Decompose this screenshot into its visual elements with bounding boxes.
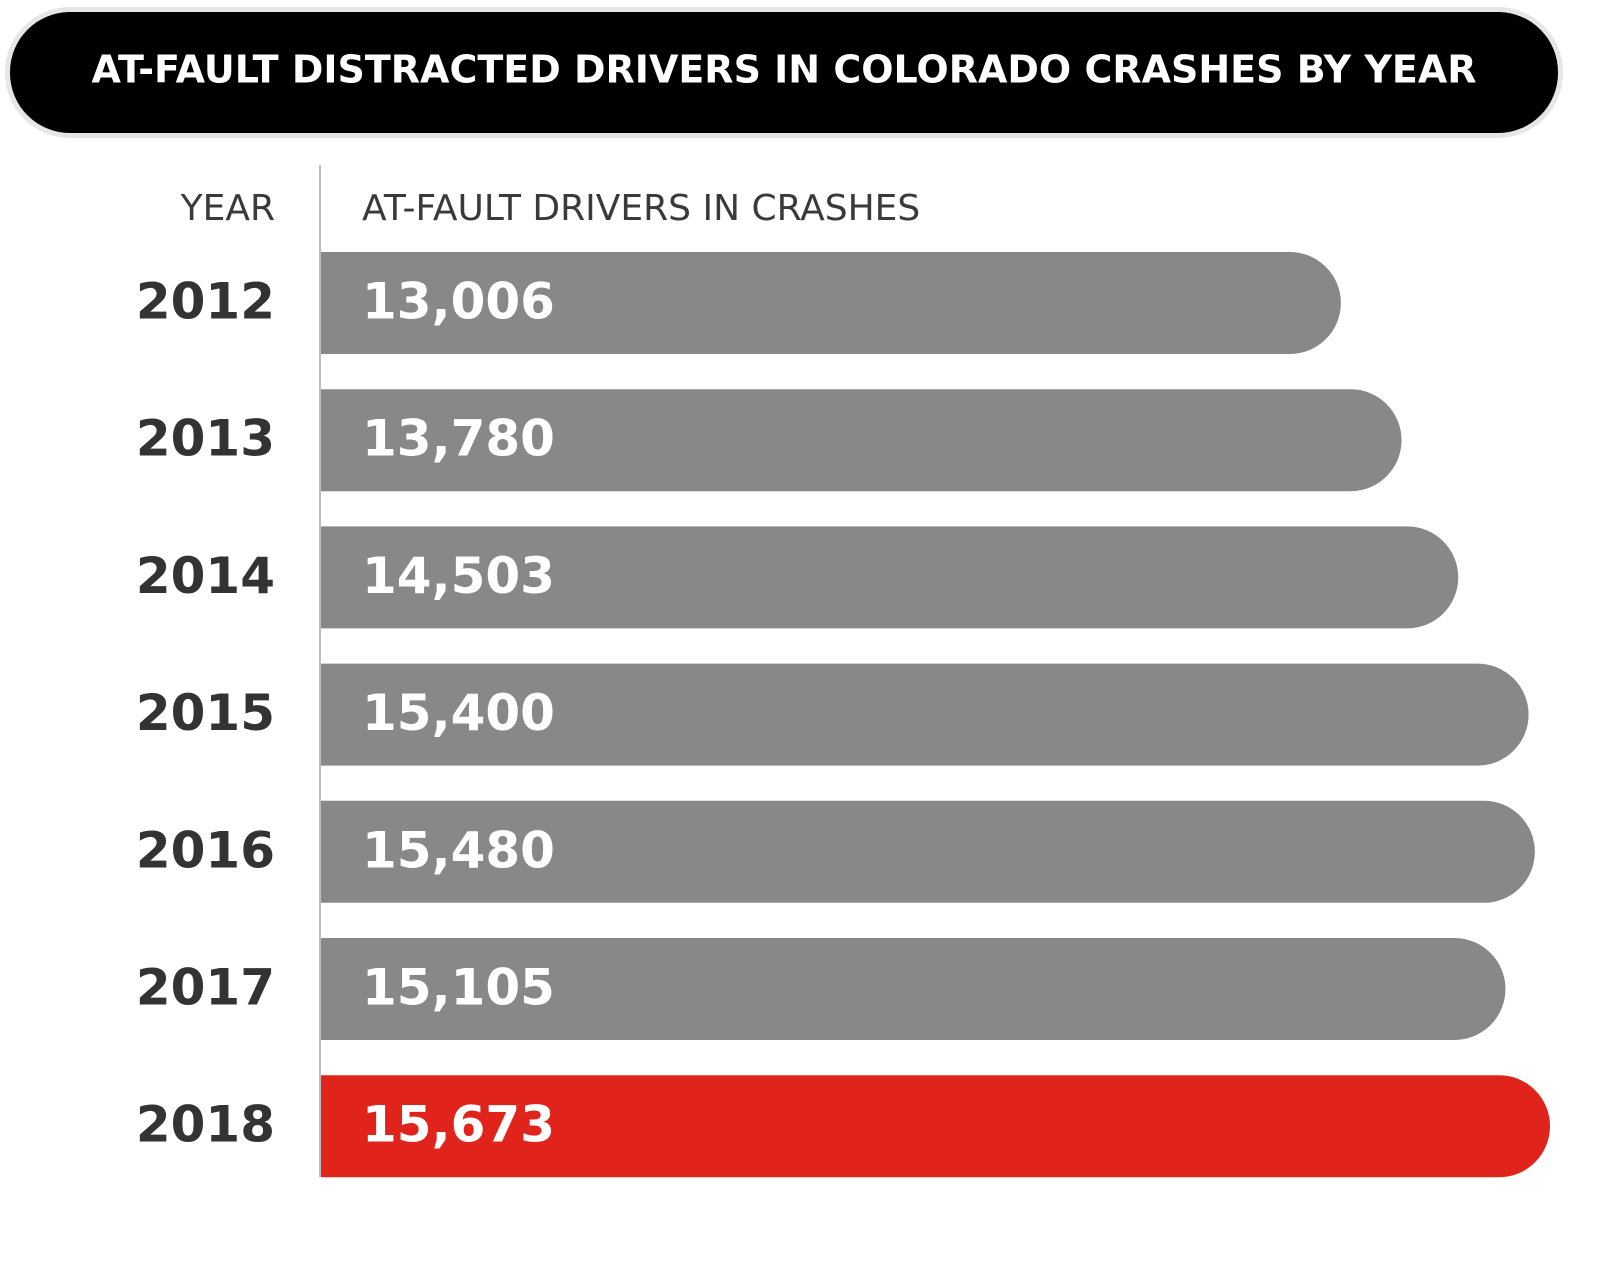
bar	[321, 800, 1535, 903]
year-label: 2015	[136, 684, 275, 742]
bar	[321, 252, 1341, 354]
category-header: YEAR	[180, 188, 275, 229]
value-label: 15,673	[362, 1096, 555, 1154]
value-label: 15,480	[362, 821, 555, 879]
value-label: 14,503	[362, 547, 555, 605]
year-label: 2014	[136, 547, 275, 605]
chart-title: AT-FAULT DISTRACTED DRIVERS IN COLORADO …	[91, 48, 1476, 92]
bar	[321, 663, 1529, 766]
bar	[321, 526, 1459, 629]
bar	[321, 1075, 1551, 1178]
value-label: 13,780	[362, 410, 555, 468]
year-label: 2013	[136, 410, 275, 468]
bar	[321, 938, 1506, 1040]
value-label: 15,400	[362, 684, 555, 742]
year-label: 2012	[136, 273, 275, 331]
year-label: 2017	[136, 959, 275, 1017]
value-label: 13,006	[362, 273, 555, 331]
title-pill	[10, 12, 1558, 133]
value-label: 15,105	[362, 959, 555, 1017]
year-label: 2018	[136, 1096, 275, 1154]
year-label: 2016	[136, 821, 275, 879]
value-header: AT-FAULT DRIVERS IN CRASHES	[362, 188, 920, 229]
bar	[321, 389, 1402, 492]
